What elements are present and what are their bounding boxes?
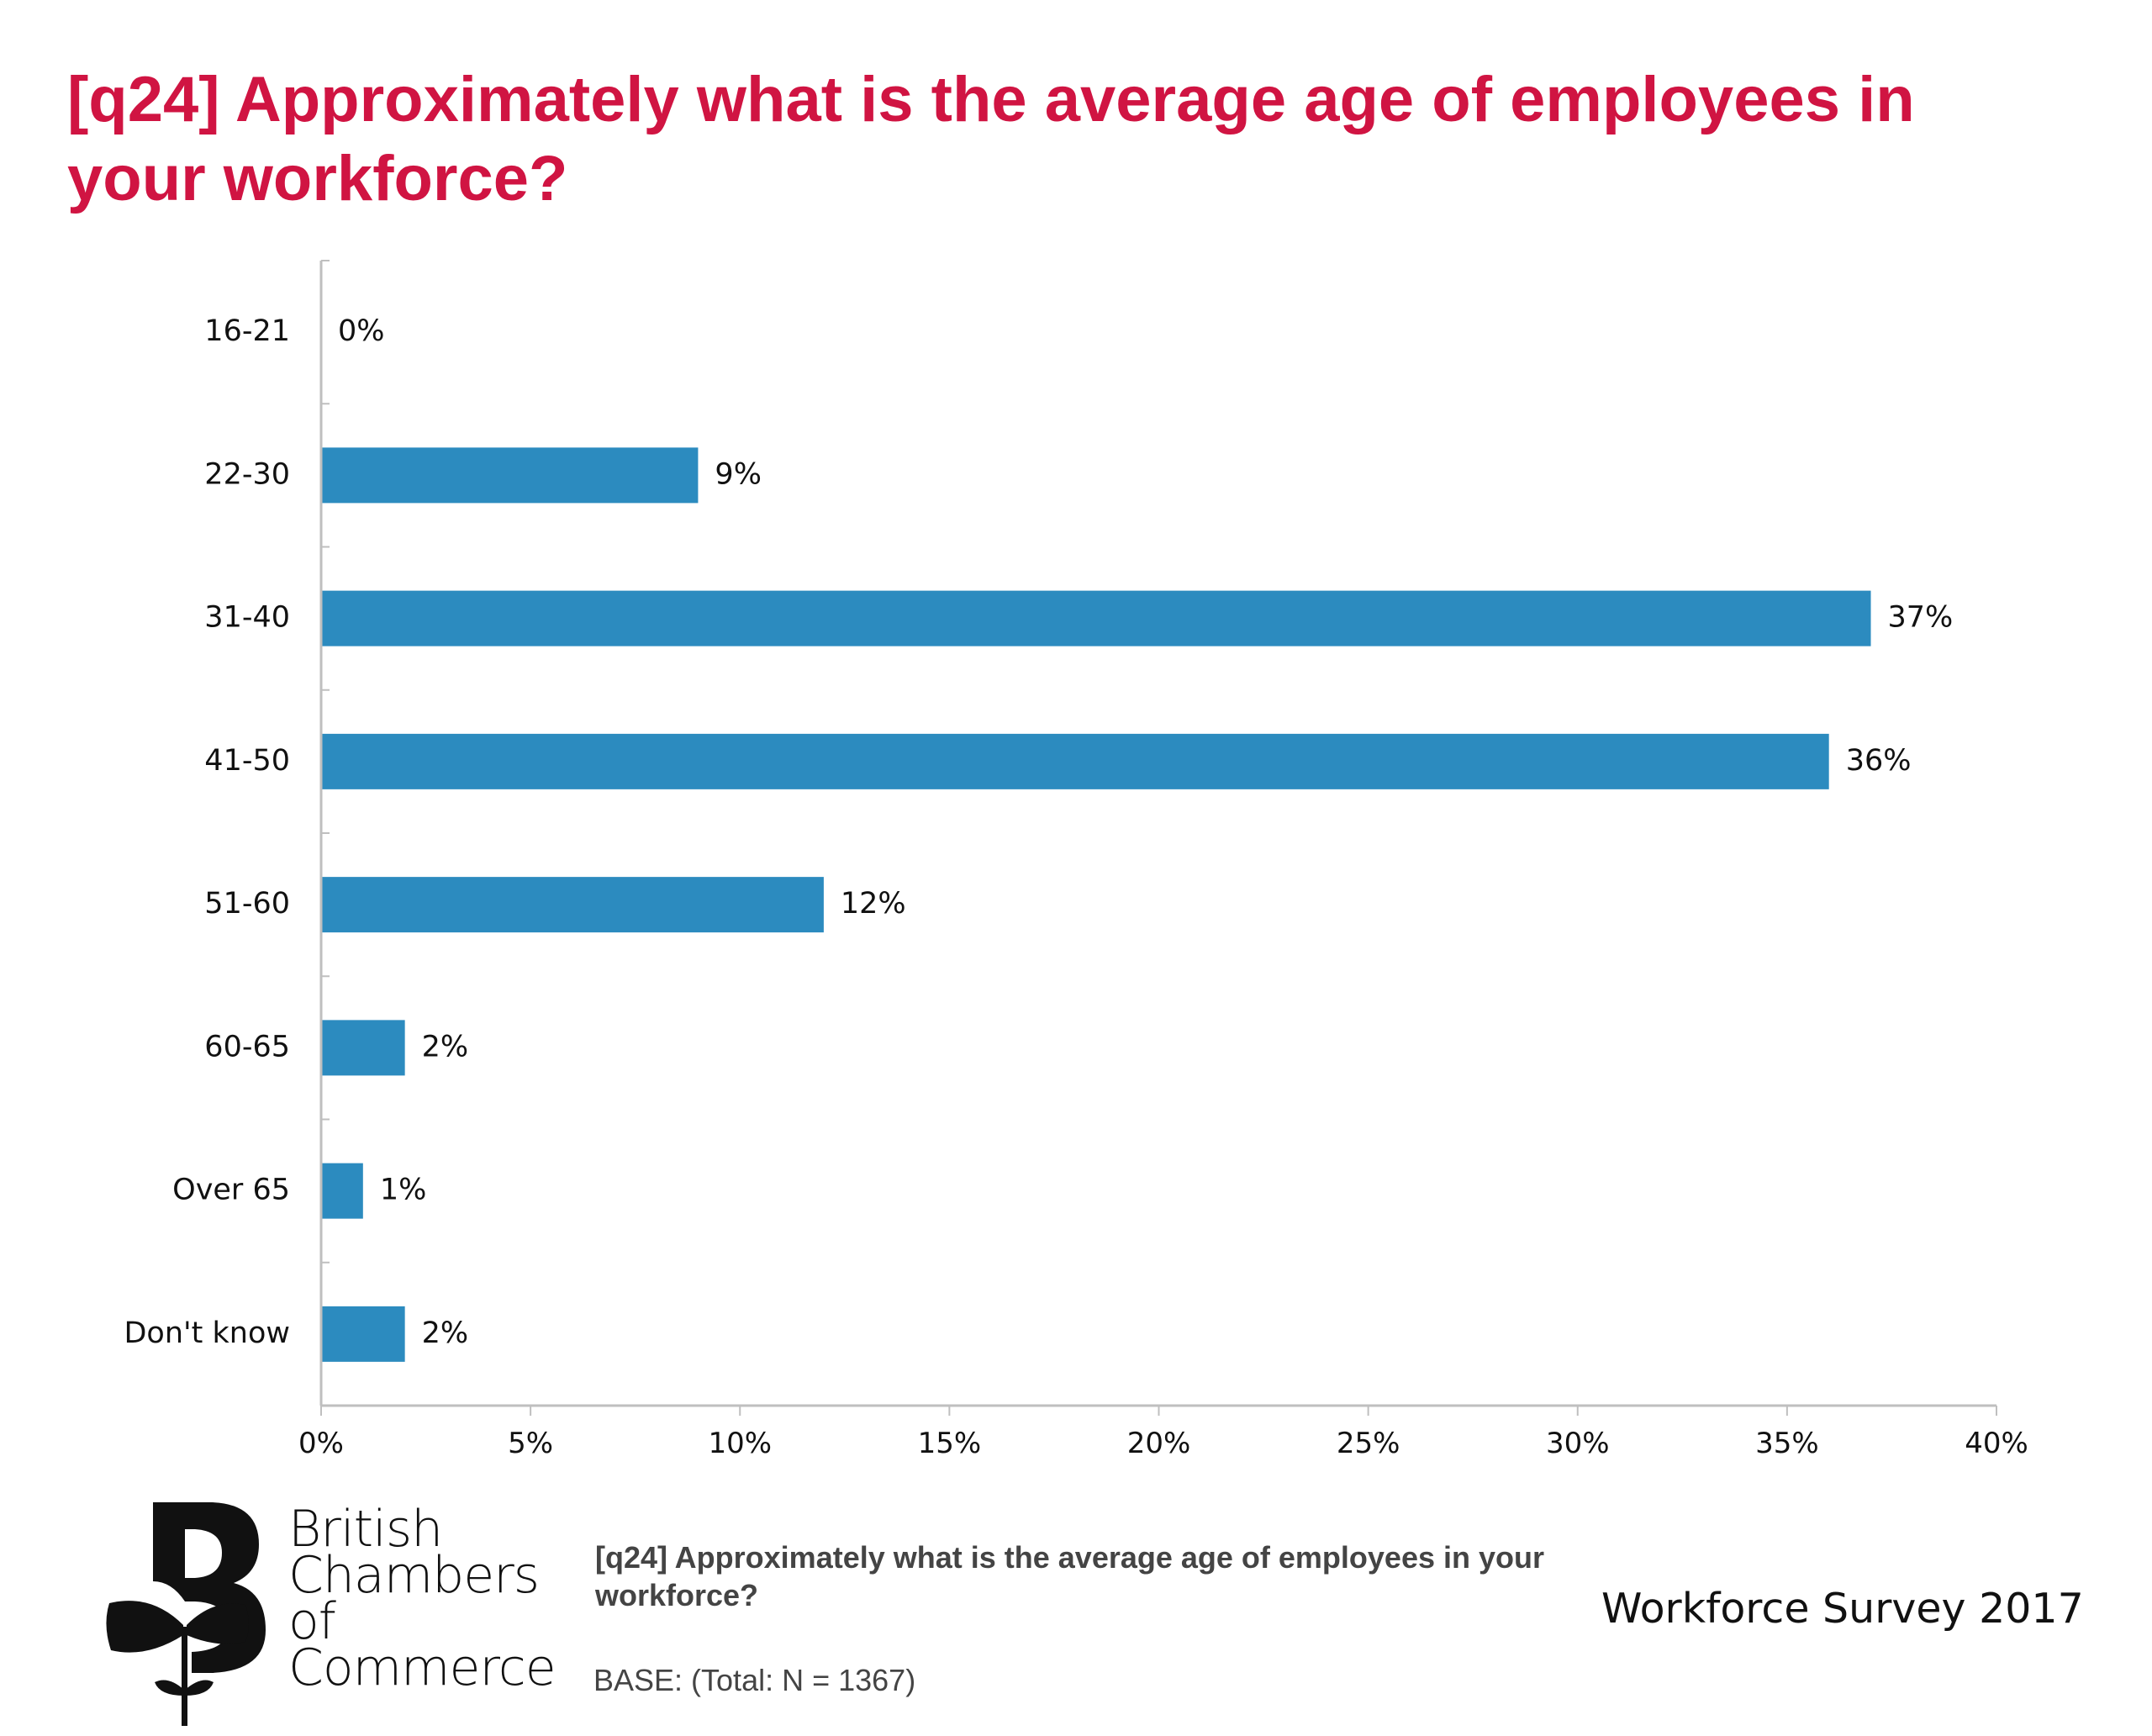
value-label: 2% (422, 1317, 469, 1350)
bar (321, 1163, 363, 1219)
bar-chart: 0% 9% 37% 36% 12% 2% 1% 2% 16-21 22-30 31-40 41-50… (124, 260, 2028, 1460)
tick-labels-group: 0% 5% 10% 15% 20% 25% 30% 35% 40% (298, 1427, 2028, 1460)
x-tick-label: 25% (1337, 1427, 1400, 1460)
logo-line: British (288, 1500, 443, 1559)
category-label: Over 65 (172, 1174, 290, 1207)
value-label: 1% (380, 1174, 427, 1207)
category-label: 41-50 (204, 744, 290, 778)
footer-base: BASE: (Total: N = 1367) (593, 1663, 916, 1697)
category-label: 51-60 (204, 887, 290, 921)
logo-line: Commerce (288, 1638, 556, 1697)
survey-name: Workforce Survey 2017 (1601, 1585, 2084, 1633)
value-label: 12% (841, 887, 906, 921)
axes-group (319, 260, 1997, 1416)
x-tick-label: 10% (708, 1427, 772, 1460)
bar (321, 733, 1829, 789)
x-tick-label: 5% (508, 1427, 553, 1460)
category-label: 60-65 (204, 1030, 290, 1063)
bar (321, 1020, 405, 1076)
value-label: 2% (422, 1030, 469, 1063)
category-label: Don't know (124, 1317, 290, 1350)
logo-line: Chambers of (288, 1546, 540, 1651)
x-tick-label: 20% (1127, 1427, 1191, 1460)
x-tick-label: 30% (1546, 1427, 1610, 1460)
footer-question: [q24] Approximately what is the average … (595, 1540, 1545, 1612)
value-labels-group: 0% 9% 37% 36% 12% 2% 1% 2% (338, 314, 1953, 1350)
category-label: 22-30 (204, 457, 290, 491)
category-label: 16-21 (204, 314, 290, 348)
bar (321, 1306, 405, 1362)
x-tick-label: 35% (1755, 1427, 1819, 1460)
bcc-logo: British Chambers of Commerce (101, 1501, 572, 1728)
category-label: 31-40 (204, 601, 290, 635)
bar (321, 590, 1871, 646)
x-tick-label: 15% (918, 1427, 982, 1460)
value-label: 37% (1888, 601, 1954, 635)
page-title: [q24] Approximately what is the average … (67, 64, 1915, 214)
x-tick-label: 40% (1965, 1427, 2028, 1460)
bar (321, 447, 699, 504)
value-label: 0% (338, 314, 385, 348)
category-labels-group: 16-21 22-30 31-40 41-50 51-60 60-65 Over 65 Don… (124, 314, 290, 1350)
value-label: 36% (1846, 744, 1912, 778)
value-label: 9% (715, 457, 762, 491)
bars-group (321, 447, 1871, 1362)
bar (321, 877, 824, 933)
x-tick-label: 0% (298, 1427, 344, 1460)
bcc-logo-icon (106, 1502, 266, 1726)
logo-text: British Chambers of Commerce (288, 1500, 572, 1697)
